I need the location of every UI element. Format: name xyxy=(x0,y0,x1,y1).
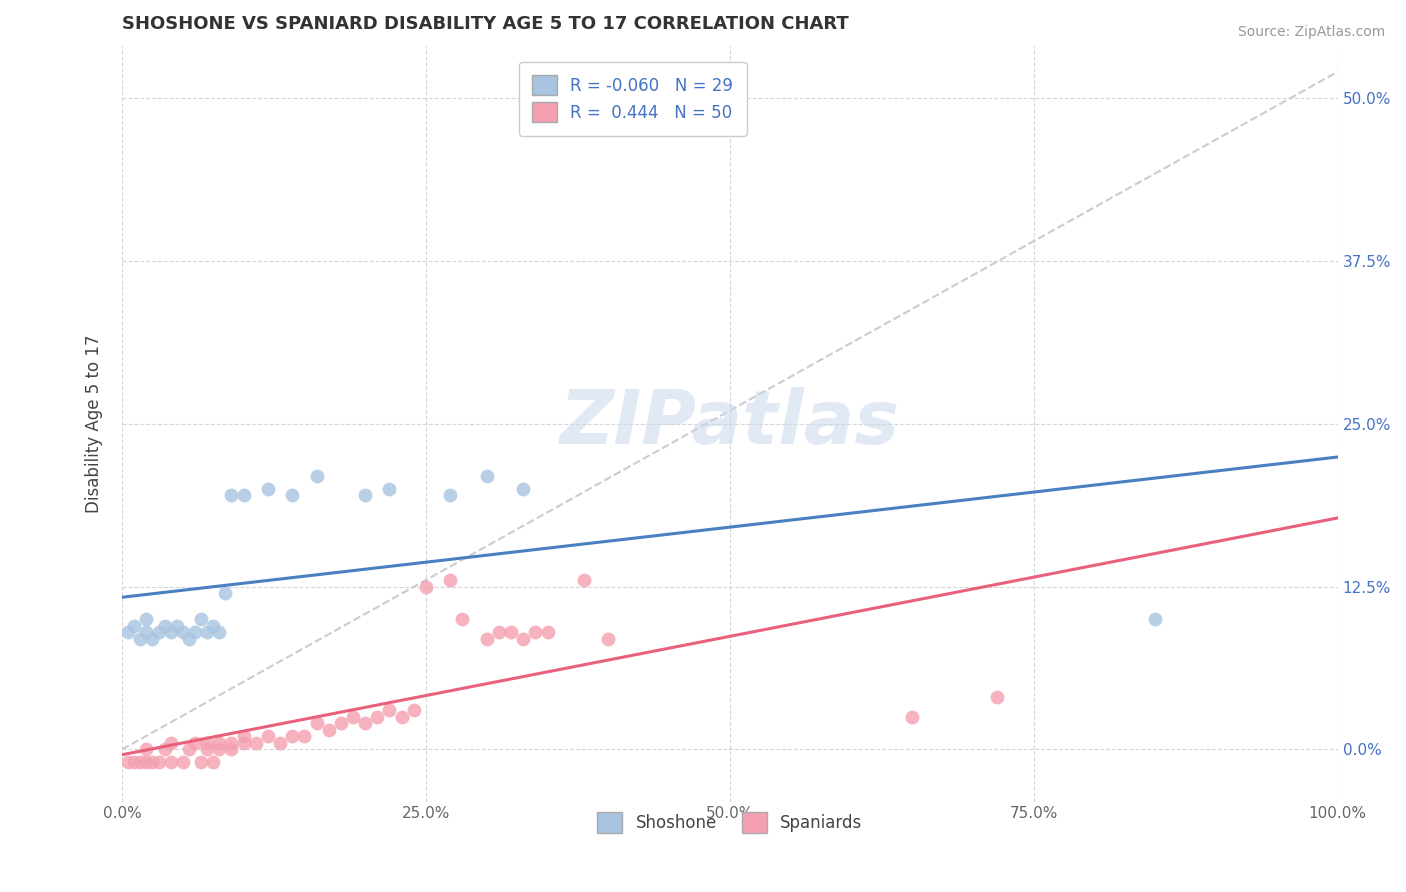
Point xyxy=(159,756,181,770)
Point xyxy=(129,756,152,770)
Point xyxy=(166,618,188,632)
Point xyxy=(402,703,425,717)
Point xyxy=(202,618,225,632)
Point xyxy=(378,482,401,496)
Point xyxy=(190,756,212,770)
Point xyxy=(354,716,377,731)
Point xyxy=(172,756,194,770)
Point xyxy=(342,710,364,724)
Point xyxy=(195,625,218,640)
Text: Source: ZipAtlas.com: Source: ZipAtlas.com xyxy=(1237,25,1385,39)
Point xyxy=(391,710,413,724)
Point xyxy=(318,723,340,737)
Point xyxy=(524,625,547,640)
Point xyxy=(117,625,139,640)
Point xyxy=(184,736,207,750)
Point xyxy=(281,488,304,502)
Point xyxy=(221,488,243,502)
Point xyxy=(232,488,254,502)
Point xyxy=(214,586,236,600)
Point xyxy=(122,756,145,770)
Text: SHOSHONE VS SPANIARD DISABILITY AGE 5 TO 17 CORRELATION CHART: SHOSHONE VS SPANIARD DISABILITY AGE 5 TO… xyxy=(122,15,849,33)
Point xyxy=(305,716,328,731)
Point xyxy=(281,730,304,744)
Text: ZIPatlas: ZIPatlas xyxy=(560,387,900,460)
Point xyxy=(475,468,498,483)
Point xyxy=(221,742,243,756)
Point xyxy=(572,573,595,587)
Point xyxy=(195,736,218,750)
Point xyxy=(195,742,218,756)
Point xyxy=(135,742,157,756)
Point xyxy=(129,632,152,646)
Point xyxy=(512,632,534,646)
Point xyxy=(1144,612,1167,626)
Point xyxy=(141,756,163,770)
Legend: Shoshone, Spaniards: Shoshone, Spaniards xyxy=(583,799,876,847)
Point xyxy=(475,632,498,646)
Point xyxy=(153,618,176,632)
Point xyxy=(986,690,1008,705)
Point xyxy=(245,736,267,750)
Point xyxy=(202,756,225,770)
Point xyxy=(232,730,254,744)
Point xyxy=(354,488,377,502)
Point xyxy=(329,716,352,731)
Point xyxy=(117,756,139,770)
Point xyxy=(172,625,194,640)
Point xyxy=(159,625,181,640)
Point xyxy=(148,625,170,640)
Point xyxy=(232,736,254,750)
Point xyxy=(451,612,474,626)
Point xyxy=(292,730,315,744)
Point xyxy=(415,580,437,594)
Point xyxy=(184,625,207,640)
Point xyxy=(153,742,176,756)
Point xyxy=(208,625,231,640)
Point xyxy=(208,742,231,756)
Point xyxy=(208,736,231,750)
Point xyxy=(135,756,157,770)
Point xyxy=(901,710,924,724)
Point xyxy=(135,625,157,640)
Point xyxy=(366,710,388,724)
Point xyxy=(499,625,522,640)
Point xyxy=(536,625,558,640)
Point xyxy=(305,468,328,483)
Point xyxy=(148,756,170,770)
Point xyxy=(488,625,510,640)
Point xyxy=(439,573,461,587)
Point xyxy=(159,736,181,750)
Point xyxy=(190,612,212,626)
Point xyxy=(512,482,534,496)
Point xyxy=(141,632,163,646)
Point xyxy=(177,632,200,646)
Point xyxy=(135,612,157,626)
Point xyxy=(378,703,401,717)
Point xyxy=(221,736,243,750)
Point xyxy=(257,482,280,496)
Point xyxy=(122,618,145,632)
Point xyxy=(177,742,200,756)
Point xyxy=(439,488,461,502)
Point xyxy=(257,730,280,744)
Point xyxy=(269,736,291,750)
Point xyxy=(598,632,620,646)
Y-axis label: Disability Age 5 to 17: Disability Age 5 to 17 xyxy=(86,334,103,513)
